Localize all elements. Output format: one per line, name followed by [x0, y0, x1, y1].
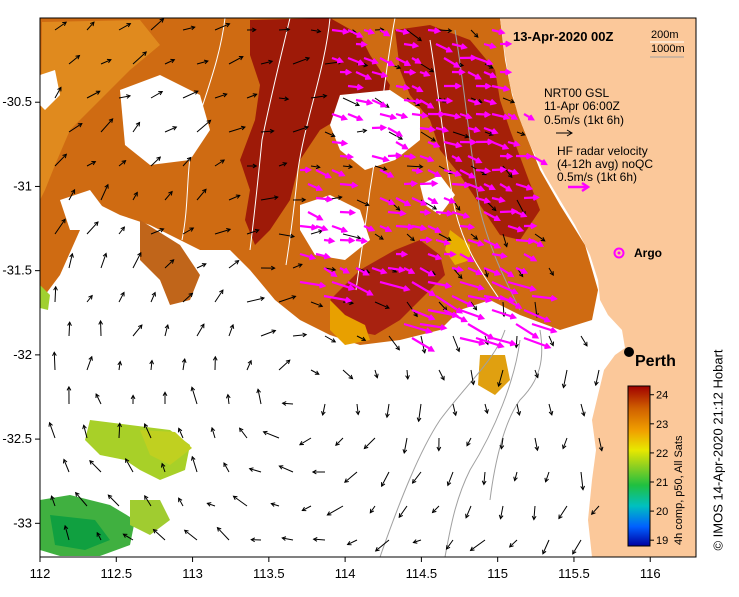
colorbar-gradient	[628, 386, 650, 546]
hf-legend-title: HF radar velocity	[557, 144, 648, 158]
perth-dot	[624, 347, 634, 357]
x-tick-label: 112.5	[100, 566, 132, 581]
y-tick-label: -30.5	[2, 94, 32, 109]
argo-label: Argo	[634, 246, 662, 260]
hf-legend-sub: (4-12h avg) noQC	[557, 157, 653, 171]
y-tick-label: -33	[13, 515, 32, 530]
x-tick-label: 113.5	[253, 566, 285, 581]
date-title: 13-Apr-2020 00Z	[513, 29, 613, 44]
y-tick-label: -31.5	[2, 263, 32, 278]
colorbar-tick-label: 23	[656, 419, 668, 431]
y-tick-label: -31	[13, 178, 32, 193]
isobath-200-label: 200m	[651, 29, 679, 41]
x-tick-label: 114	[335, 566, 356, 581]
credit-text: © IMOS 14-Apr-2020 21:12 Hobart	[711, 349, 726, 550]
argo-icon-core	[618, 252, 621, 255]
model-legend-scale: 0.5m/s (1kt 6h)	[544, 113, 624, 127]
y-tick-label: -32.5	[2, 431, 32, 446]
model-legend-title: NRT00 GSL	[544, 86, 609, 100]
colorbar-tick-label: 21	[656, 477, 668, 489]
colorbar-tick-label: 24	[656, 390, 668, 402]
colorbar-tick-label: 22	[656, 448, 668, 460]
hf-legend-scale: 0.5m/s (1kt 6h)	[557, 170, 637, 184]
x-tick-label: 113	[182, 566, 203, 581]
colorbar-tick-label: 19	[656, 535, 668, 547]
perth-label: Perth	[635, 353, 676, 370]
model-legend-time: 11-Apr 06:00Z	[544, 99, 620, 113]
x-axis: 112 112.5 113 113.5 114 114.5 115 115.5 116	[30, 557, 661, 581]
colorbar-tick-label: 20	[656, 506, 668, 518]
x-tick-label: 114.5	[406, 566, 438, 581]
x-tick-label: 115	[487, 566, 508, 581]
x-tick-label: 116	[640, 566, 661, 581]
x-tick-label: 112	[30, 566, 51, 581]
x-tick-label: 115.5	[558, 566, 590, 581]
colorbar-title: 4h comp, p50, All Sats	[673, 435, 685, 545]
isobath-1000-label: 1000m	[651, 43, 685, 55]
y-tick-label: -32	[13, 347, 32, 362]
y-axis: -30.5 -31 -31.5 -32 -32.5 -33	[2, 94, 40, 530]
